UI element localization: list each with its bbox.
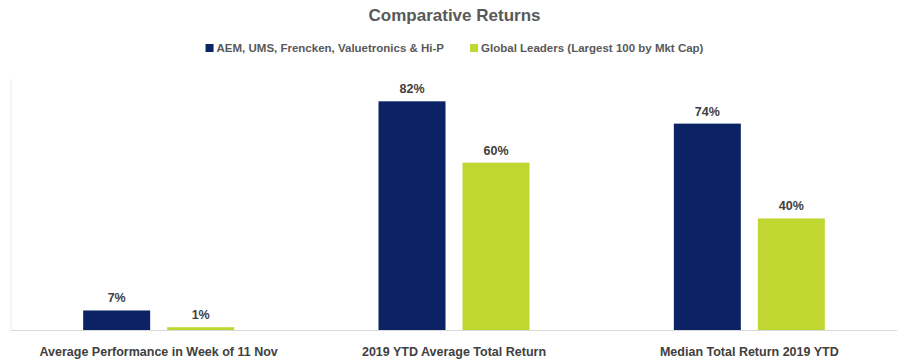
legend-swatch [206,44,214,52]
data-label: 60% [483,144,508,158]
legend-label: Global Leaders (Largest 100 by Mkt Cap) [481,42,704,54]
y-axis-line [11,79,12,330]
legend-label: AEM, UMS, Frencken, Valuetronics & Hi-P [217,42,445,54]
legend-swatch [470,44,478,52]
bars [83,101,825,330]
data-label: 1% [192,308,210,322]
chart-svg: Comparative Returns AEM, UMS, Frencken, V… [0,0,909,363]
x-tick-label: Median Total Return 2019 YTD [660,345,839,359]
chart-container: Comparative Returns AEM, UMS, Frencken, V… [0,0,909,363]
data-label: 7% [108,291,126,305]
bar [674,124,741,330]
data-label: 40% [779,199,804,213]
bar [167,327,234,330]
bar [379,101,446,330]
x-tick-label: Average Performance in Week of 11 Nov [40,345,278,359]
bar [463,163,530,330]
bar [83,310,150,330]
data-label: 82% [399,82,424,96]
legend: AEM, UMS, Frencken, Valuetronics & Hi-P G… [206,42,704,54]
bar [758,218,825,330]
chart-title: Comparative Returns [369,6,541,25]
x-axis-line [11,330,897,331]
data-labels: 7% 1% 82% 60% 74% 40% [108,82,804,322]
data-label: 74% [695,105,720,119]
x-tick-label: 2019 YTD Average Total Return [362,345,546,359]
